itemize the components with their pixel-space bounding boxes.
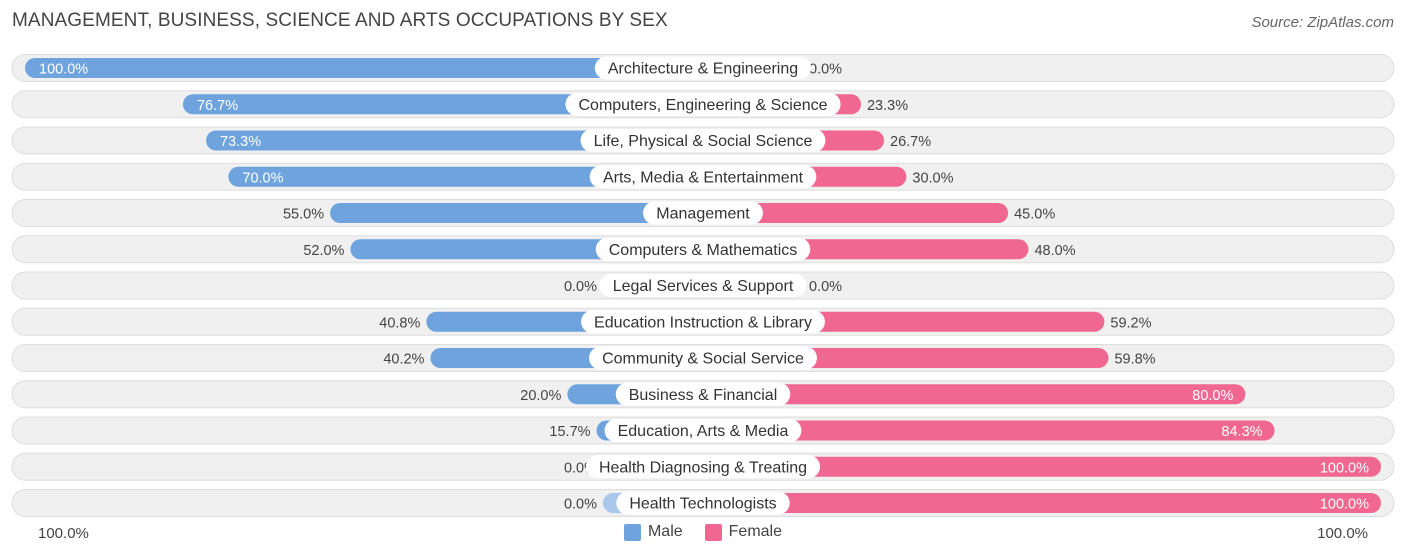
bar-male [25, 58, 713, 78]
label-male-value: 0.0% [564, 497, 597, 513]
label-male-value: 73.3% [220, 134, 261, 150]
chart-row-2: 73.3% 26.7% Life, Physical & Social Scienc… [11, 126, 1395, 155]
chart-row-10: 15.7% 84.3% Education, Arts & Media [11, 416, 1395, 445]
chart-row-4: 55.0% 45.0% Management [11, 199, 1395, 227]
label-female-value: 48.0% [1034, 243, 1075, 259]
bar-male [330, 203, 713, 223]
chart-row-11: 0.0% 100.0%Health Diagnosing & Treating [11, 452, 1395, 481]
label-female-value: 100.0% [1320, 497, 1369, 513]
legend-item-male[interactable]: Male [623, 523, 683, 541]
label-male-value: 100.0% [39, 62, 88, 78]
legend: Male Female [0, 523, 1406, 541]
label-female-value: 100.0% [1320, 460, 1369, 476]
category-label: Education, Arts & Media [618, 423, 789, 440]
category-pill [594, 56, 812, 80]
category-pill [565, 92, 841, 116]
category-pill [616, 491, 790, 515]
label-female-value: 84.3% [1221, 424, 1262, 440]
label-female-value: 23.3% [867, 98, 908, 114]
chart-row-1: 76.7% 23.3% Computers, Engineering & Scien… [11, 90, 1395, 119]
axis-left-label: 100.0% [38, 525, 89, 542]
chart-row-5: 52.0% 48.0% Computers & Mathematics [11, 235, 1395, 264]
chart-row-0: 100.0% 0.0% Architecture & Engineering [11, 54, 1395, 82]
bar-female [693, 420, 1275, 441]
axis-right-label: 100.0% [1317, 525, 1368, 542]
category-label: Management [656, 206, 750, 223]
label-female-value: 0.0% [809, 62, 842, 78]
bar-female [693, 203, 1009, 223]
label-male-value: 76.7% [197, 98, 238, 114]
category-label: Health Diagnosing & Treating [599, 459, 807, 476]
label-female-value: 45.0% [1014, 207, 1055, 223]
label-male-value: 70.0% [242, 170, 283, 186]
label-female-value: 0.0% [809, 279, 842, 295]
category-label: Health Technologists [629, 496, 776, 513]
label-male-value: 20.0% [520, 388, 561, 404]
category-pill [615, 382, 791, 406]
source-label: Source: ZipAtlas.com [1251, 14, 1394, 31]
chart-row-12: 0.0% 100.0% Health Technologists [11, 489, 1395, 517]
label-male-value: 55.0% [283, 207, 324, 223]
category-pill [589, 165, 817, 189]
category-label: Computers, Engineering & Science [578, 97, 827, 114]
category-label: Legal Services & Support [613, 278, 794, 295]
label-female-value: 80.0% [1192, 388, 1233, 404]
category-label: Arts, Media & Entertainment [603, 169, 804, 186]
legend-swatch-male [623, 523, 641, 541]
chart-row-6: 0.0% 0.0% Legal Services & Support [11, 271, 1395, 300]
label-male-value: 52.0% [303, 243, 344, 259]
label-male-value: 40.8% [379, 315, 420, 331]
category-pill [595, 237, 811, 261]
category-pill [604, 419, 802, 442]
legend-item-female[interactable]: Female [704, 523, 783, 541]
bar-female [693, 384, 1246, 405]
category-pill [580, 129, 826, 152]
category-pill [585, 455, 821, 479]
chart-svg: 100.0% 0.0% Architecture & Engineering 76.7… [11, 54, 1395, 517]
chart-row-3: 70.0% 30.0% Arts, Media & Entertainment [11, 162, 1395, 191]
category-label: Education Instruction & Library [594, 314, 812, 331]
bar-female [693, 493, 1381, 513]
category-pill [643, 201, 763, 225]
legend-swatch-female [704, 523, 722, 541]
category-label: Life, Physical & Social Science [594, 133, 813, 150]
label-female-value: 26.7% [890, 134, 931, 150]
bar-female [693, 456, 1381, 477]
category-pill [599, 274, 807, 297]
label-male-value: 0.0% [564, 279, 597, 295]
category-label: Business & Financial [629, 387, 778, 404]
category-pill [589, 346, 817, 370]
category-label: Community & Social Service [602, 351, 804, 368]
label-male-value: 40.2% [383, 352, 424, 368]
category-label: Computers & Mathematics [609, 242, 798, 259]
chart-row-7: 40.8% 59.2% Education Instruction & Librar… [11, 307, 1395, 336]
label-male-value: 15.7% [549, 424, 590, 440]
legend-label-female: Female [728, 523, 783, 540]
label-female-value: 59.2% [1110, 315, 1151, 331]
chart-row-8: 40.2% 59.8% Community & Social Service [11, 344, 1395, 372]
category-pill [581, 310, 825, 334]
chart-row-9: 20.0% 80.0% Business & Financial [11, 380, 1395, 409]
chart-title: MANAGEMENT, BUSINESS, SCIENCE AND ARTS O… [12, 10, 668, 31]
category-label: Architecture & Engineering [608, 61, 798, 78]
label-female-value: 59.8% [1114, 352, 1155, 368]
legend-label-male: Male [647, 523, 683, 540]
label-female-value: 30.0% [912, 170, 953, 186]
